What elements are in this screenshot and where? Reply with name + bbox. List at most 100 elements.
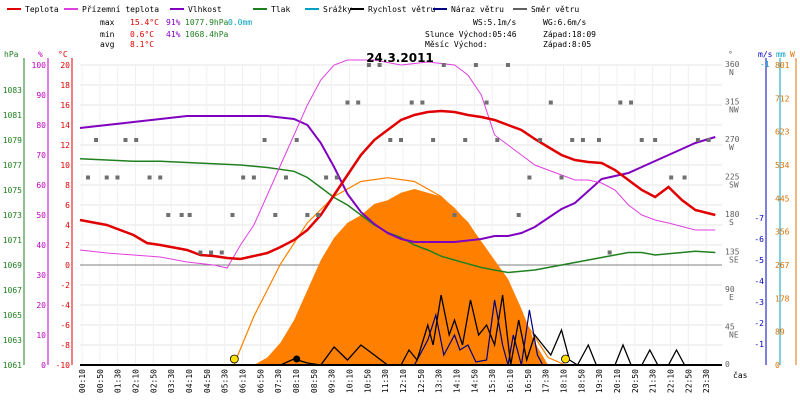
wind-direction-point [324, 175, 329, 180]
pressure-tick-label: 1077 [3, 161, 22, 170]
wind-direction-point [548, 100, 553, 105]
temperature-tick-label: -2 [60, 281, 70, 290]
sun-set-stat: Západ:18:09 [543, 30, 596, 39]
x-tick-label: 22:50 [684, 369, 693, 393]
direction-tick-label: 270 [725, 135, 740, 144]
x-tick-label: 18:50 [577, 369, 586, 393]
pressure-tick-label: 1075 [3, 186, 22, 195]
direction-tick-label: 0 [725, 360, 730, 369]
x-axis-label: čas [733, 370, 748, 380]
wind-direction-point [570, 138, 575, 142]
solar-unit: W [790, 50, 795, 59]
wind-direction-point [409, 100, 414, 105]
wind-direction-point [209, 250, 214, 255]
wind-direction-point [639, 138, 644, 142]
direction-tick-label: 45 [725, 323, 735, 332]
direction-tick-label: 180 [725, 210, 740, 219]
x-tick-label: 23:30 [702, 369, 711, 393]
wind-direction-point [187, 213, 192, 217]
max-temp: 15.4°C [130, 18, 159, 27]
wind-direction-point [706, 138, 711, 142]
temperature-tick-label: 20 [60, 61, 70, 70]
direction-tick-label: 135 [725, 248, 740, 257]
direction-tick-label: 315 [725, 98, 740, 107]
x-tick-label: 21:30 [649, 369, 658, 393]
wind-tick-label: -1 [754, 340, 764, 349]
wind-direction-point [629, 100, 634, 105]
wind-tick-label: -7 [754, 214, 764, 223]
solar-tick-label: 445 [775, 194, 790, 203]
wind-direction-point [251, 175, 256, 180]
x-axis: 00:10 00:50 01:30 02:10 02:50 03:30 04:10 04:50… [78, 369, 748, 393]
avg-temp: 8.1°C [130, 40, 154, 49]
legend-label: Náraz větru [451, 5, 504, 14]
sunrise-marker [229, 354, 239, 364]
wind-direction-point [147, 175, 152, 180]
solar-tick-label: 712 [775, 94, 790, 103]
wind-direction-point [94, 138, 99, 142]
temperature-tick-label: 4 [65, 221, 70, 230]
direction-tick-label: 360 [725, 60, 740, 69]
temperature-tick-label: 10 [60, 161, 70, 170]
wind-direction-point [484, 100, 489, 105]
wind-direction-point [580, 138, 585, 142]
x-tick-label: 16:10 [506, 369, 515, 393]
direction-name-label: N [729, 68, 734, 77]
wind-speed-stat: WS:5.1m/s [473, 18, 517, 27]
wind-tick-label: -4 [754, 277, 764, 286]
pressure-tick-label: 1073 [3, 211, 22, 220]
pressure-tick-label: 1083 [3, 86, 22, 95]
moonset-marker [293, 355, 301, 363]
wind-direction-point [377, 63, 382, 67]
legend-label: Teplota [25, 5, 59, 14]
wind-direction-point [345, 100, 350, 105]
wind-direction-point [230, 213, 235, 217]
x-tick-label: 04:10 [185, 369, 194, 393]
temperature-tick-label: 12 [60, 141, 70, 150]
wind-direction-point [682, 175, 687, 180]
x-tick-label: 02:50 [149, 369, 158, 393]
wind-direction-point [283, 175, 288, 180]
moon-set-stat: Západ:8:05 [543, 40, 591, 49]
wind-direction-point [618, 100, 623, 105]
temperature-unit: °C [58, 50, 68, 59]
solar-tick-label: 534 [775, 161, 790, 170]
solar-tick-label: 356 [775, 228, 790, 237]
wind-direction-point [273, 213, 278, 217]
wind-direction-point [452, 213, 457, 217]
wind-speed-series [80, 294, 716, 366]
solar-tick-label: 0 [775, 361, 780, 370]
humidity-tick-label: 20 [36, 301, 46, 310]
wind-direction-point [463, 138, 468, 142]
wind-direction-point [316, 213, 321, 217]
pressure-tick-label: 1069 [3, 261, 22, 270]
wind-direction-point [134, 138, 139, 142]
temperature-tick-label: 18 [60, 81, 70, 90]
direction-name-label: NW [729, 106, 739, 115]
wind-direction-point [305, 213, 310, 217]
plot-area [79, 59, 722, 366]
pressure-tick-label: 1067 [3, 286, 22, 295]
x-tick-label: 01:30 [114, 369, 123, 393]
humidity-tick-label: 70 [36, 151, 46, 160]
x-tick-label: 22:10 [667, 369, 676, 393]
humidity-tick-label: 40 [36, 241, 46, 250]
x-tick-label: 14:10 [453, 369, 462, 393]
wind-direction-point [294, 138, 299, 142]
wind-tick-label: -3 [754, 298, 764, 307]
x-tick-label: 12:50 [417, 369, 426, 393]
x-tick-label: 15:30 [488, 369, 497, 393]
x-tick-label: 04:50 [203, 369, 212, 393]
x-tick-label: 12:10 [399, 369, 408, 393]
x-tick-label: 10:10 [346, 369, 355, 393]
direction-tick-label: 225 [725, 173, 740, 182]
temperature-tick-label: 16 [60, 101, 70, 110]
wind-direction-point [104, 175, 109, 180]
sun-rise-stat: Slunce Východ:05:46 [425, 30, 517, 39]
humidity-series [79, 115, 716, 243]
ground-temperature-series [79, 59, 716, 269]
max-rain: 0.0mm [228, 18, 252, 27]
direction-name-label: NE [729, 331, 739, 340]
direction-name-label: S [729, 218, 734, 227]
wind-direction-point [695, 138, 700, 142]
